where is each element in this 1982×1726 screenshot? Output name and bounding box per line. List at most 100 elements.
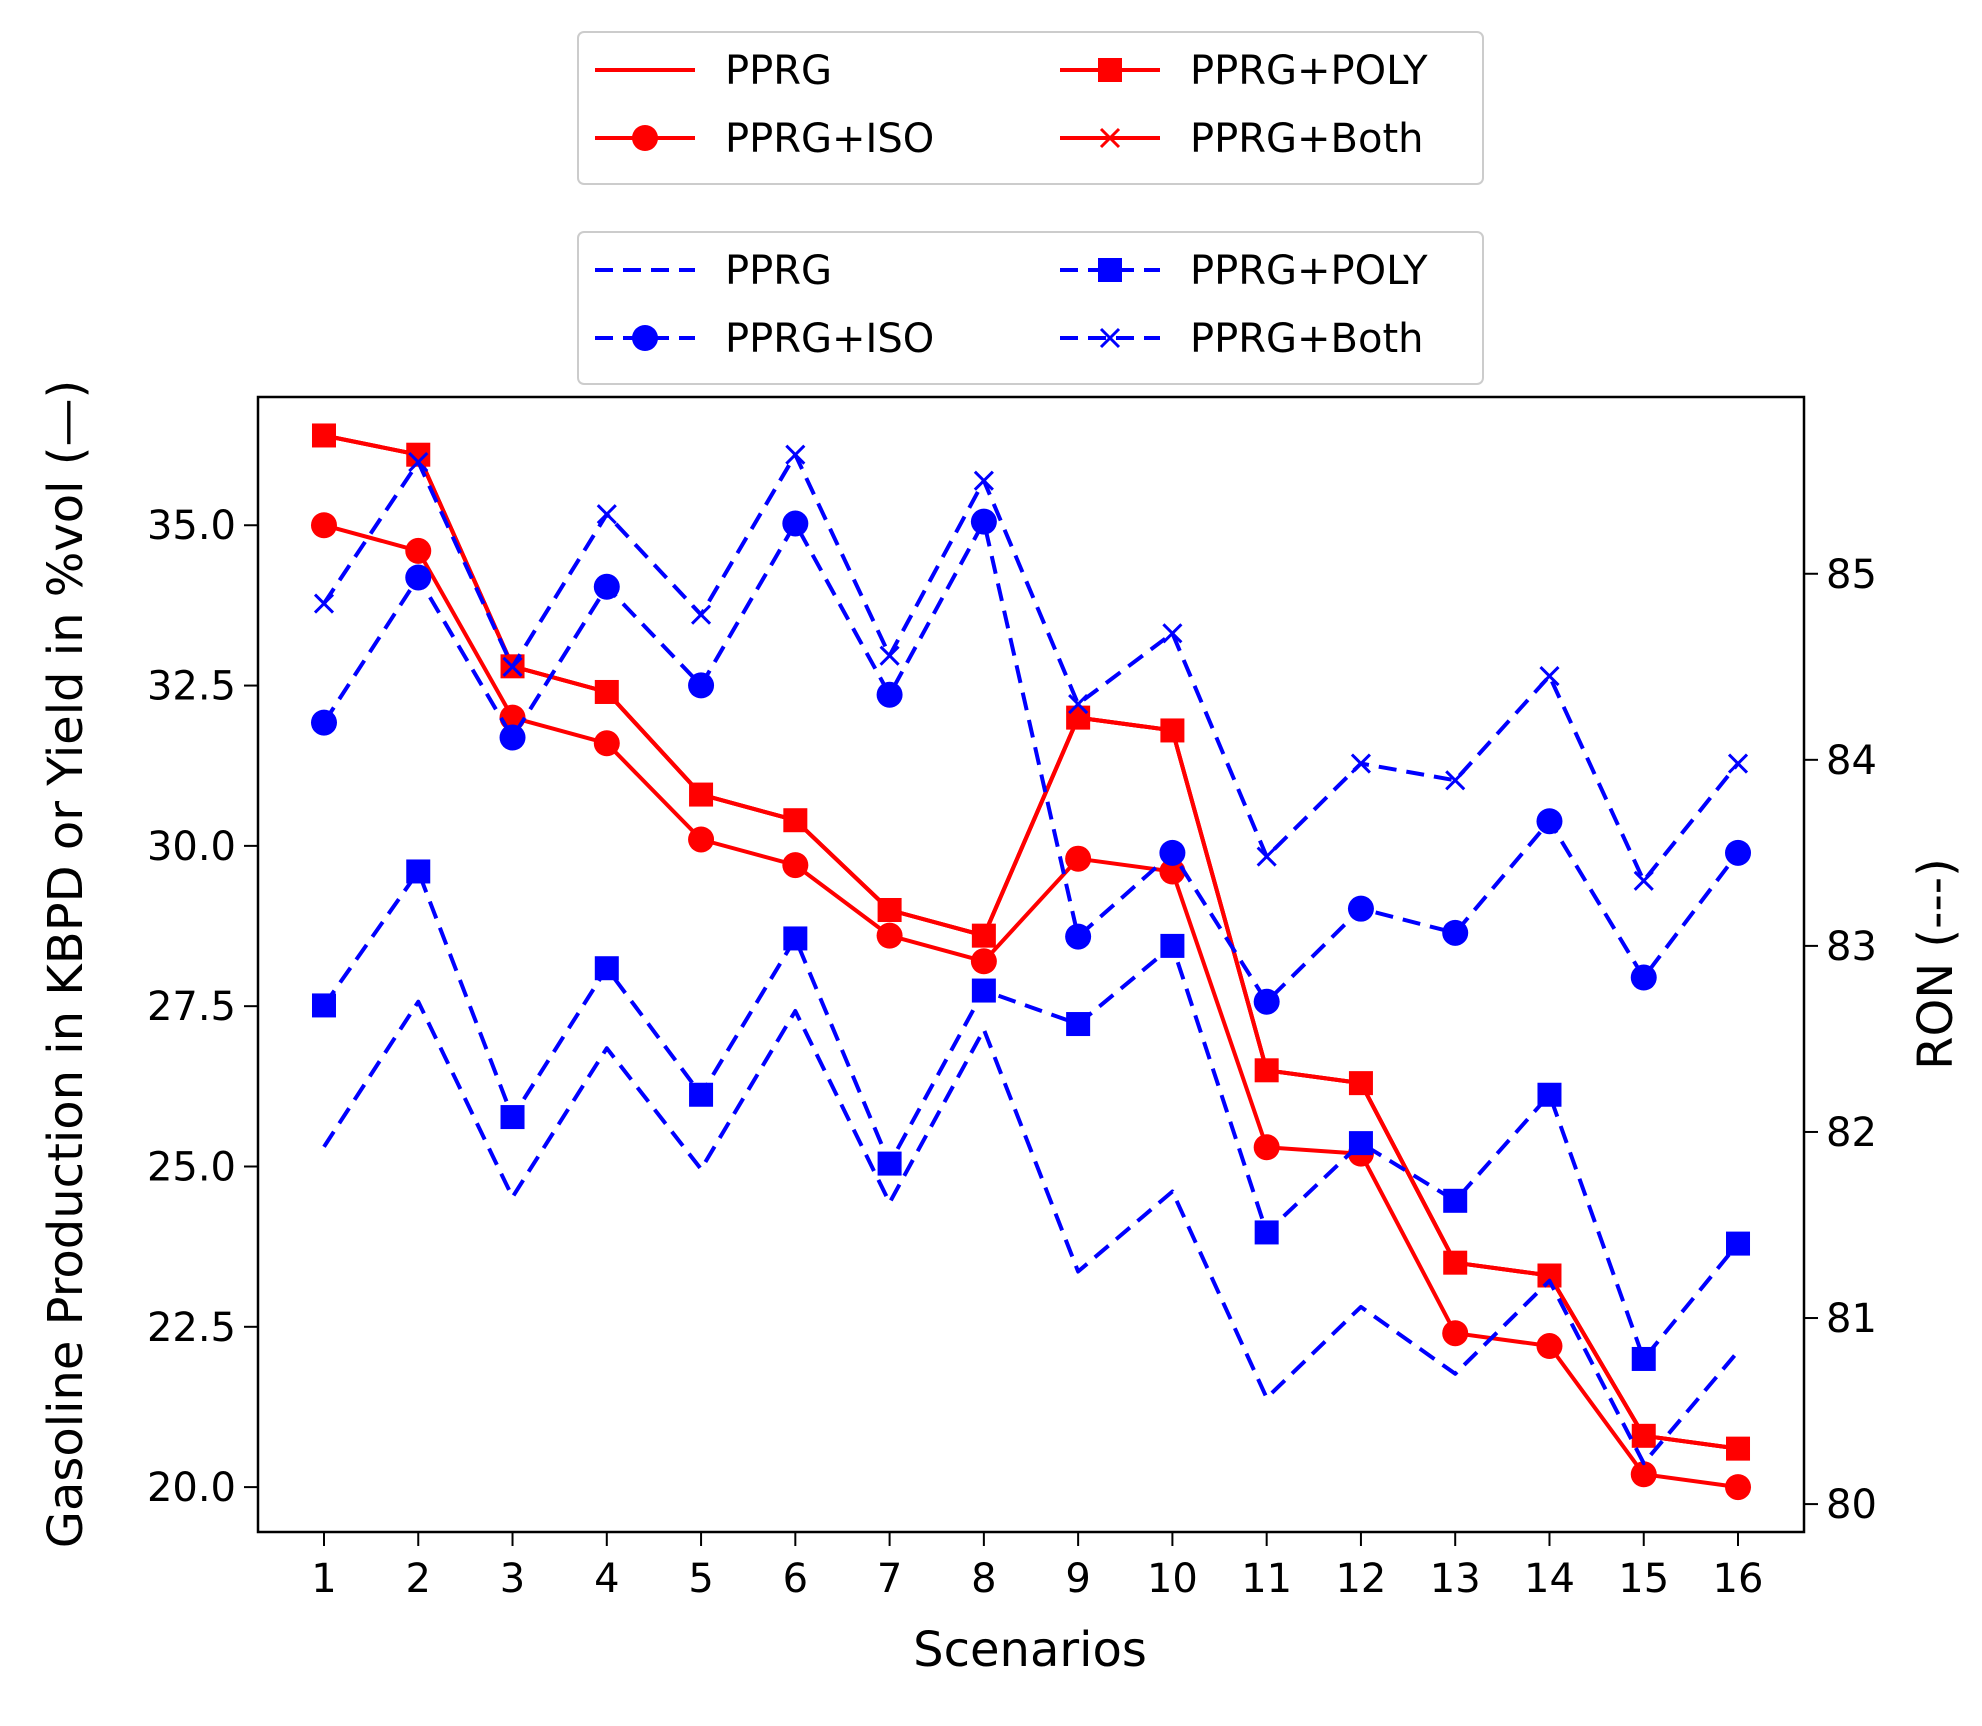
point-left-pprg-both [408, 444, 429, 465]
point-right-pprg-both [691, 604, 712, 625]
point-right-pprg-iso [1253, 988, 1280, 1015]
legend-entry: PPRG+Both [1060, 116, 1424, 162]
y-left-tick-label: 32.5 [147, 664, 236, 710]
series-left-pprg-poly [311, 423, 1751, 1461]
y-left-tick-label: 35.0 [147, 503, 236, 549]
point-left-pprg-iso [688, 826, 715, 853]
legend-marker [632, 125, 658, 151]
y-axis-right-title: RON (---) [1908, 858, 1964, 1070]
point-right-pprg-iso [1630, 964, 1657, 991]
point-right-pprg-iso [310, 709, 337, 736]
x-tick-label: 2 [406, 1556, 431, 1602]
point-right-pprg-both [1445, 770, 1466, 791]
point-left-pprg-iso [1065, 845, 1092, 872]
x-tick-label: 8 [971, 1556, 996, 1602]
point-left-pprg-both [1256, 1060, 1277, 1081]
point-right-pprg-iso [1065, 923, 1092, 950]
point-left-pprg-iso [782, 852, 809, 879]
y-axis-right: 80 81 82 83 84 85 [1804, 552, 1877, 1528]
point-left-pprg-iso [1159, 858, 1186, 885]
point-right-pprg-iso [782, 510, 809, 537]
series-line-right-pprg-poly [322, 869, 1740, 1361]
series-line-right-pprg [322, 999, 1740, 1466]
legend-left-box [577, 31, 1484, 185]
legend-entry: PPRG+POLY [1060, 248, 1428, 294]
point-right-pprg-both [1727, 753, 1749, 774]
point-right-pprg-both [1633, 870, 1654, 891]
point-left-pprg-iso [1725, 1474, 1752, 1501]
legend-label: PPRG [725, 248, 832, 294]
y-right-tick-label: 85 [1826, 552, 1877, 598]
series-right-pprg-poly [311, 859, 1751, 1371]
legend-marker [1098, 58, 1122, 82]
point-left-pprg-both [879, 899, 900, 921]
point-right-pprg-poly [406, 859, 431, 884]
point-left-pprg-both [1727, 1438, 1749, 1459]
y-right-tick-label: 80 [1826, 1482, 1877, 1528]
point-right-pprg-poly [971, 978, 996, 1003]
point-right-pprg-both [785, 444, 806, 465]
point-right-pprg-poly [1254, 1220, 1279, 1245]
x-tick-label: 3 [500, 1556, 525, 1602]
legend-entry: PPRG [595, 48, 832, 94]
y-right-tick-label: 84 [1826, 738, 1877, 784]
legend-right-box [577, 231, 1484, 385]
point-left-pprg-both [785, 810, 806, 831]
y-left-tick-label: 22.5 [147, 1305, 236, 1351]
point-right-pprg-iso [1442, 919, 1469, 946]
legend-left-axis: PPRG PPRG+ISO PPRG+POLY PPRG+Both [577, 31, 1484, 185]
point-right-pprg-both [502, 656, 523, 677]
point-right-pprg-both [1068, 693, 1089, 715]
series-line-right-pprg-both [322, 452, 1740, 883]
legend-marker [1098, 258, 1122, 282]
point-right-pprg-iso [876, 681, 903, 708]
point-right-pprg-iso [1536, 808, 1563, 835]
point-right-pprg-poly [877, 1151, 902, 1176]
y-left-tick-label: 27.5 [147, 984, 236, 1030]
point-right-pprg-both [1162, 623, 1183, 644]
y-right-tick-label: 82 [1826, 1110, 1877, 1156]
x-tick-label: 11 [1241, 1556, 1292, 1602]
series-line-left-pprg-iso [323, 523, 1739, 1490]
point-right-pprg-iso [688, 672, 715, 699]
legend-label: PPRG+Both [1190, 316, 1424, 362]
point-left-pprg-iso [593, 730, 620, 757]
point-right-pprg-poly [1160, 933, 1185, 958]
point-left-pprg-both [1162, 720, 1183, 741]
point-right-pprg-iso [1159, 839, 1186, 866]
legend-label: PPRG [725, 48, 832, 94]
point-right-pprg-poly [1348, 1131, 1373, 1156]
point-right-pprg-poly [500, 1105, 525, 1130]
point-right-pprg-iso [970, 508, 997, 535]
x-tick-label: 1 [311, 1556, 336, 1602]
point-right-pprg-iso [593, 573, 620, 600]
y-right-tick-label: 81 [1826, 1296, 1877, 1342]
legend-label: PPRG+Both [1190, 116, 1424, 162]
point-left-pprg-both [313, 425, 335, 446]
point-left-pprg-iso [970, 948, 997, 975]
point-left-pprg-iso [405, 537, 432, 564]
legend-entry: PPRG+Both [1060, 316, 1424, 362]
x-tick-label: 16 [1713, 1556, 1764, 1602]
point-right-pprg-both [1539, 666, 1560, 687]
y-right-tick-label: 83 [1826, 924, 1877, 970]
point-right-pprg-poly [1537, 1082, 1562, 1107]
point-right-pprg-poly [311, 993, 336, 1018]
point-right-pprg-iso [499, 724, 526, 751]
point-right-pprg-both [1350, 753, 1372, 774]
point-left-pprg-both [1633, 1425, 1654, 1446]
point-right-pprg-poly [1726, 1231, 1751, 1256]
x-tick-label: 12 [1335, 1556, 1386, 1602]
x-tick-label: 14 [1524, 1556, 1575, 1602]
x-axis: 1 2 3 4 5 6 7 8 9 10 11 12 13 14 15 16 [311, 1532, 1763, 1602]
legend-entry: PPRG+ISO [595, 316, 934, 362]
x-tick-label: 9 [1065, 1556, 1090, 1602]
legend-entry: PPRG+ISO [595, 116, 934, 162]
legend-label: PPRG+ISO [725, 316, 934, 362]
legend-marker [632, 325, 658, 351]
point-right-pprg-poly [1443, 1188, 1468, 1213]
legend-marker [1099, 327, 1121, 349]
series-left-pprg-both [313, 425, 1749, 1459]
legend-right-axis: PPRG PPRG+ISO PPRG+POLY PPRG+Both [577, 231, 1484, 385]
point-right-pprg-poly [594, 956, 619, 981]
